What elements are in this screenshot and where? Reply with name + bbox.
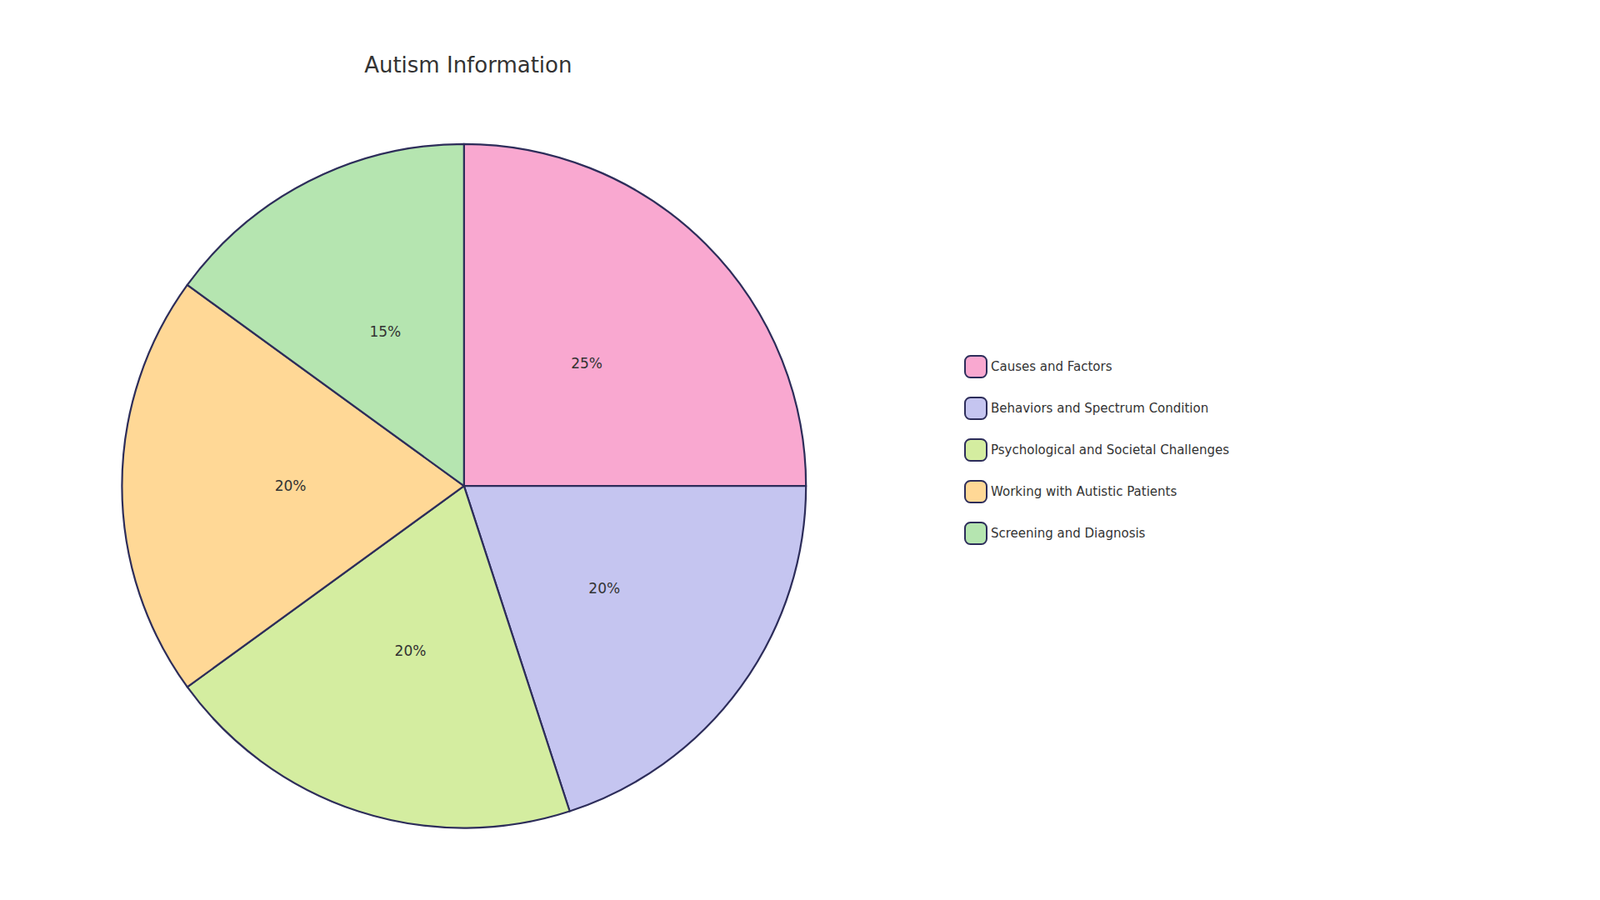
svg-text:20%: 20%: [588, 580, 620, 597]
svg-text:Causes and Factors: Causes and Factors: [990, 359, 1113, 375]
svg-text:Working with Autistic Patients: Working with Autistic Patients: [990, 484, 1177, 500]
svg-text:Autism Information: Autism Information: [364, 52, 572, 78]
svg-text:Psychological and Societal Cha: Psychological and Societal Challenges: [990, 442, 1230, 458]
svg-text:20%: 20%: [275, 477, 307, 495]
svg-text:Behaviors and Spectrum Conditi: Behaviors and Spectrum Condition: [990, 400, 1209, 416]
svg-text:15%: 15%: [369, 323, 401, 340]
svg-text:Screening and Diagnosis: Screening and Diagnosis: [990, 525, 1146, 541]
svg-text:20%: 20%: [395, 642, 427, 660]
svg-text:25%: 25%: [570, 355, 603, 372]
